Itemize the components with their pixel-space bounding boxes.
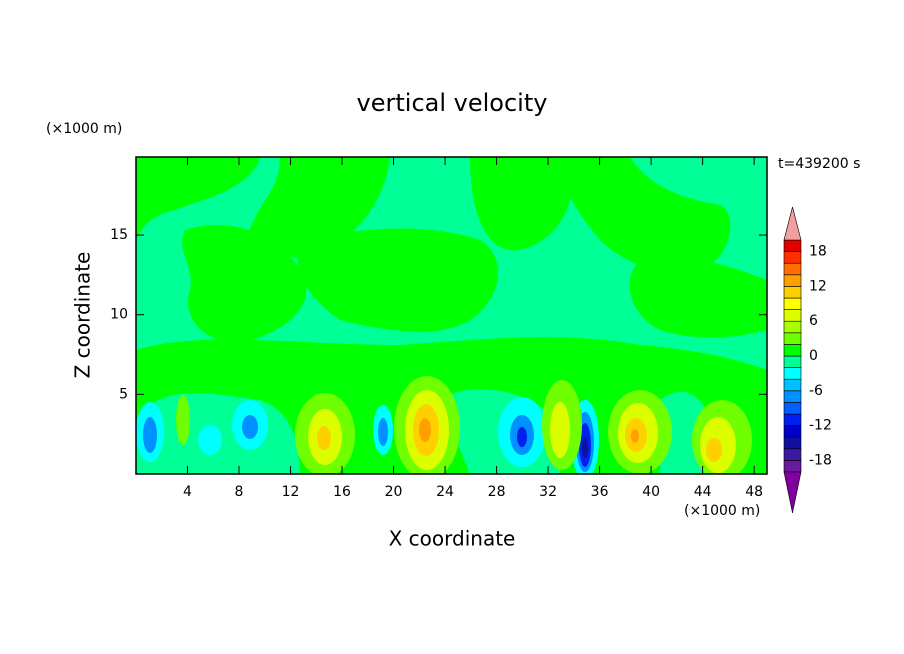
- x-tick-label: 36: [591, 484, 609, 500]
- y-tick-label: 5: [119, 386, 128, 402]
- contour-field: [136, 157, 767, 474]
- colorbar-label: -6: [809, 383, 823, 399]
- colorbar-box: [783, 344, 802, 357]
- x-tick-label: 20: [385, 484, 403, 500]
- colorbar-box: [783, 367, 802, 380]
- colorbar-box: [783, 286, 802, 299]
- colorbar-box: [783, 297, 802, 310]
- colorbar-label: 0: [809, 348, 818, 364]
- colorbar-box: [783, 425, 802, 438]
- x-tick-label: 4: [183, 484, 192, 500]
- colorbar-box: [783, 378, 802, 392]
- colorbar-box: [783, 274, 802, 287]
- colorbar-extend: [783, 206, 802, 241]
- plot-frame: [135, 156, 768, 475]
- colorbar-extend: [783, 471, 802, 514]
- x-tick-label: 12: [282, 484, 300, 500]
- x-tick-label: 8: [235, 484, 244, 500]
- colorbar-box: [783, 402, 802, 415]
- colorbar-label: -12: [809, 418, 832, 434]
- chart-title: vertical velocity: [357, 89, 548, 117]
- colorbar-label: 12: [809, 278, 827, 294]
- colorbar-box: [783, 448, 802, 461]
- colorbar-box: [783, 320, 802, 334]
- annotation: t=439200 s: [778, 156, 860, 172]
- colorbar-box: [783, 262, 802, 276]
- colorbar-box: [783, 239, 802, 252]
- colorbar-label: 6: [809, 313, 818, 329]
- x-axis-label: X coordinate: [389, 527, 516, 551]
- x-tick-label: 40: [642, 484, 660, 500]
- colorbar-label: -18: [809, 452, 832, 468]
- colorbar-box: [783, 355, 802, 368]
- colorbar-box: [783, 460, 802, 473]
- x-tick-label: 48: [745, 484, 763, 500]
- y-axis-label: Z coordinate: [71, 252, 95, 379]
- y-unit: (×1000 m): [46, 121, 122, 137]
- colorbar-box: [783, 390, 802, 403]
- colorbar-label: 18: [809, 244, 827, 260]
- x-tick-label: 44: [694, 484, 712, 500]
- y-tick-label: 10: [110, 307, 128, 323]
- x-unit: (×1000 m): [684, 503, 760, 519]
- colorbar-box: [783, 251, 802, 264]
- colorbar-box: [783, 413, 802, 426]
- colorbar-box: [783, 309, 802, 322]
- x-tick-label: 24: [436, 484, 454, 500]
- x-tick-label: 16: [333, 484, 351, 500]
- colorbar-box: [783, 332, 802, 345]
- x-tick-label: 32: [539, 484, 557, 500]
- y-tick-label: 15: [110, 227, 128, 243]
- x-tick-label: 28: [488, 484, 506, 500]
- colorbar-box: [783, 436, 802, 450]
